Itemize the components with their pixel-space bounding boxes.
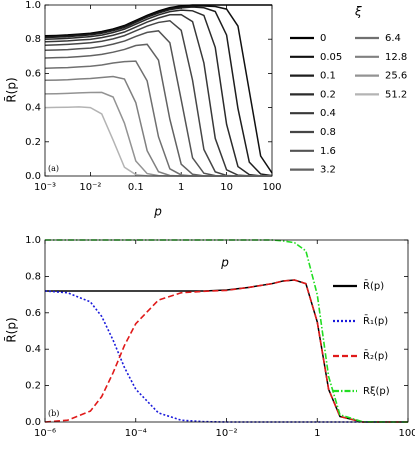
y-tick-label: 1.0 [25, 0, 41, 11]
legend-label: 0 [320, 33, 326, 44]
y-tick-label: 0.4 [25, 103, 41, 114]
plot-frame [44, 4, 273, 177]
y-tick-label: 0.2 [25, 381, 41, 392]
x-tick-label: 100 [262, 182, 281, 193]
legend-label: 51.2 [385, 89, 407, 100]
y-tick-label: 0.6 [25, 308, 41, 319]
y-tick-label: 0.0 [25, 417, 41, 428]
legend-label: R̄₁(p) [363, 314, 388, 327]
series-line [44, 9, 273, 177]
x-tick-label: 10⁻² [215, 428, 237, 439]
panel-annotation: (b) [48, 409, 59, 418]
x-tick-label: 0.1 [128, 182, 144, 193]
y-tick-label: 0.2 [25, 137, 41, 148]
legend-label: 12.8 [385, 52, 407, 63]
series-line [44, 13, 272, 177]
x-tick-label: 10⁻⁴ [125, 428, 147, 439]
y-tick-label: 0.8 [25, 34, 41, 45]
legend-label: R̄(p) [363, 279, 384, 292]
plot-frame [44, 239, 409, 423]
x-axis-label: p [220, 256, 229, 270]
legend-label: 0.05 [320, 52, 342, 63]
series-line [44, 279, 408, 423]
y-tick-label: 0.8 [25, 271, 41, 282]
legend-label: 0.4 [320, 108, 336, 119]
x-axis-label: p [153, 205, 162, 219]
legend-label: 25.6 [385, 71, 407, 82]
x-tick-label: 1 [314, 428, 320, 439]
y-tick-label: 0.0 [25, 171, 41, 182]
y-axis-label: R̄(p) [4, 77, 18, 102]
x-tick-label: 10 [220, 182, 233, 193]
x-tick-label: 10⁻³ [34, 182, 56, 193]
legend-label: 3.2 [320, 165, 336, 176]
legend-label: 0.2 [320, 89, 336, 100]
legend-label: 6.4 [385, 33, 401, 44]
legend-label: 1.6 [320, 146, 336, 157]
legend-label: 0.1 [320, 71, 336, 82]
x-tick-label: 10⁻⁶ [34, 428, 56, 439]
panel-annotation: (a) [48, 164, 59, 173]
y-tick-label: 0.6 [25, 68, 41, 79]
x-tick-label: 10⁻² [79, 182, 101, 193]
y-tick-label: 0.4 [25, 344, 41, 355]
legend-label: R̄₂(p) [363, 349, 388, 362]
legend-label: 0.8 [320, 127, 336, 138]
legend-title: ξ [354, 5, 362, 19]
legend-label: Rξ(p) [363, 386, 390, 397]
x-tick-label: 100 [398, 428, 415, 439]
x-tick-label: 1 [178, 182, 184, 193]
y-tick-label: 1.0 [25, 235, 41, 246]
series-line [44, 5, 273, 174]
series-line [44, 6, 273, 177]
y-axis-label: R̄(p) [4, 317, 18, 342]
